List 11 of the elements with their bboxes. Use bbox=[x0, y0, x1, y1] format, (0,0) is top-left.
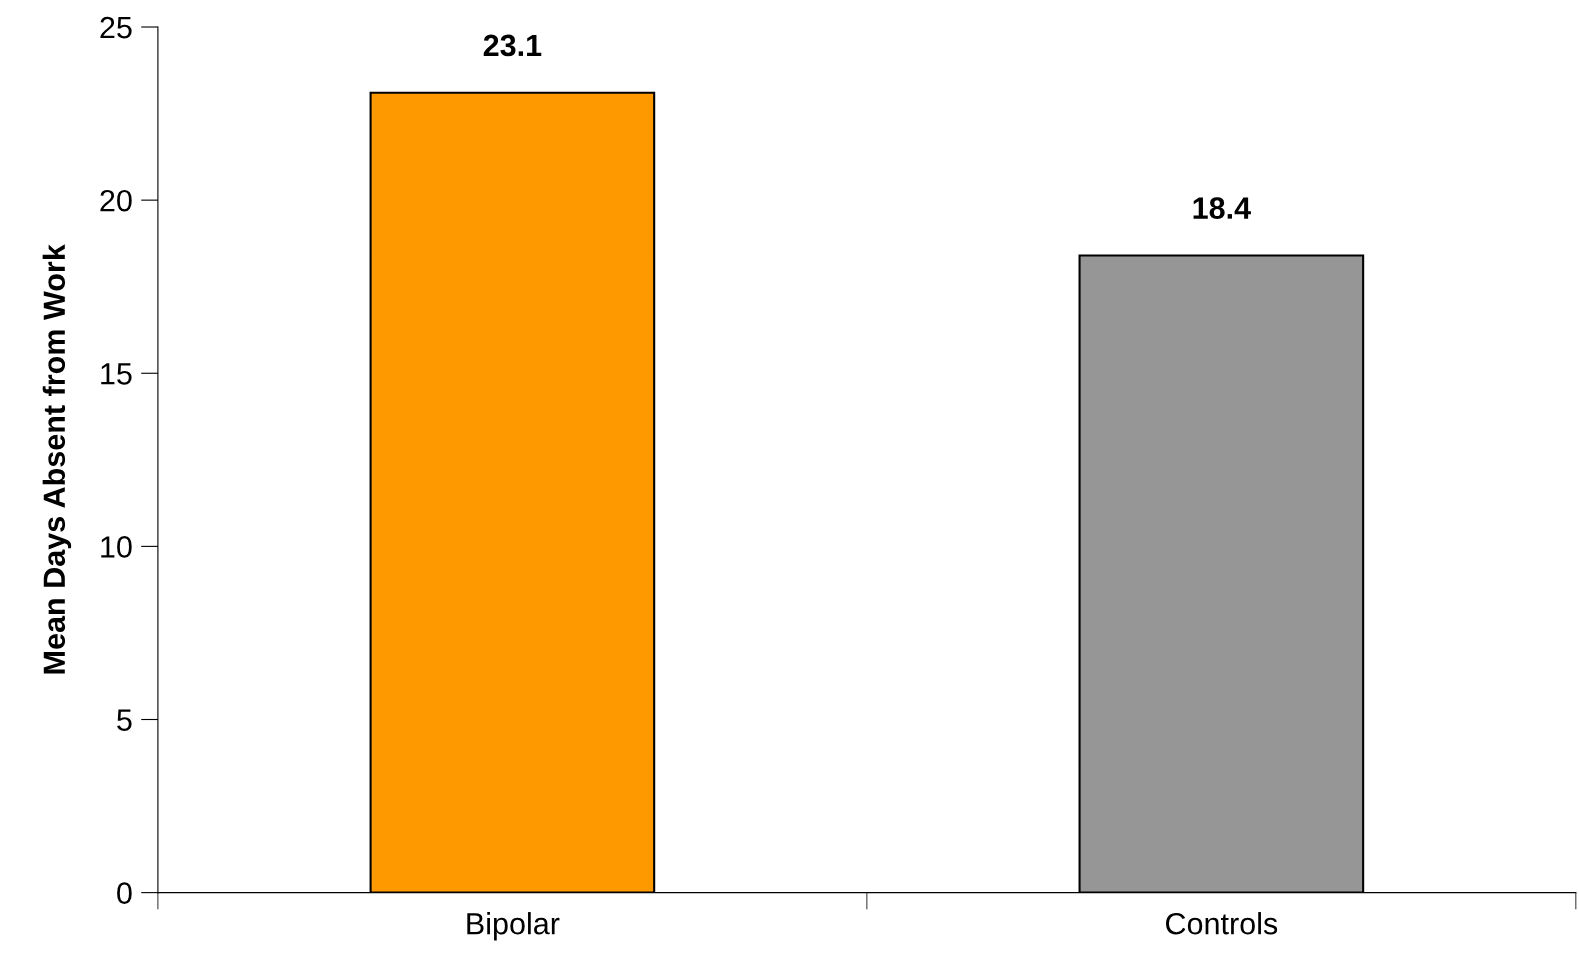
x-tick-label: Bipolar bbox=[467, 912, 560, 941]
x-tick-label: Controls bbox=[1166, 912, 1278, 935]
y-tick-label: 25 bbox=[100, 16, 132, 39]
y-tick-label: 20 bbox=[100, 189, 132, 212]
data-label: 23.1 bbox=[483, 34, 542, 57]
y-tick-label: 0 bbox=[117, 882, 132, 904]
y-tick-label: 15 bbox=[101, 363, 132, 385]
data-label: 18.4 bbox=[1193, 197, 1251, 219]
y-axis-title: Mean Days Absent from Work bbox=[42, 244, 72, 674]
y-tick-label: 5 bbox=[117, 709, 132, 731]
y-tick-label: 10 bbox=[101, 536, 132, 558]
